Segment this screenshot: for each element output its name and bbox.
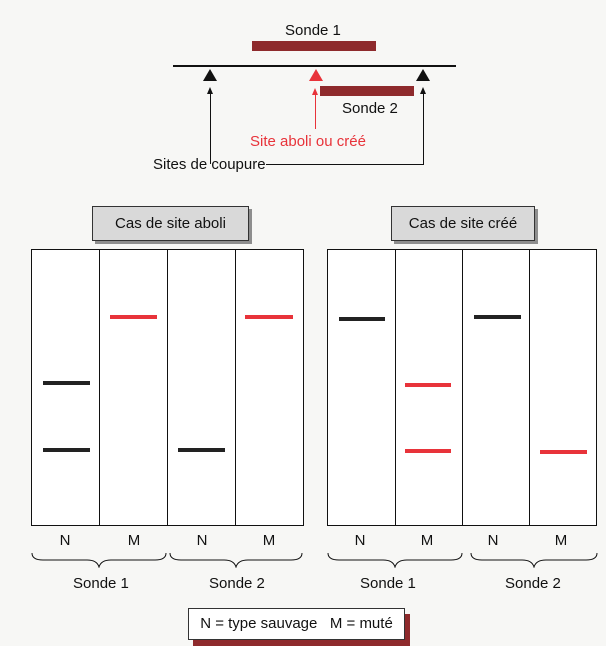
band-aboli-n1-b: [43, 448, 90, 452]
probe2-label: Sonde 2: [342, 100, 398, 117]
probe1-label: Sonde 1: [285, 22, 341, 39]
brace-right-probe2: [470, 552, 598, 568]
band-aboli-n1-a: [43, 381, 90, 385]
site-arrow-icon: [312, 88, 318, 95]
brace-left-probe2: [169, 552, 303, 568]
group-label: Sonde 2: [505, 575, 561, 592]
cut-site-right-icon: [416, 69, 430, 81]
mutated-site-icon: [309, 69, 323, 81]
lane-label: M: [127, 532, 141, 549]
band-aboli-n2: [178, 448, 225, 452]
cut-site-left-icon: [203, 69, 217, 81]
lane-label: M: [420, 532, 434, 549]
band-cree-m1-a: [405, 383, 451, 387]
band-aboli-m2: [245, 315, 293, 319]
cut-sites-label: Sites de coupure: [153, 156, 266, 173]
band-cree-n1: [339, 317, 385, 321]
probe2-bar: [320, 86, 414, 96]
cut-arrow-left-icon: [207, 87, 213, 94]
gel-cree: [327, 249, 597, 526]
lane-label: M: [554, 532, 568, 549]
group-label: Sonde 2: [209, 575, 265, 592]
lane-label: N: [487, 532, 499, 549]
brace-left-probe1: [31, 552, 167, 568]
dna-line: [173, 65, 456, 67]
brace-right-probe1: [327, 552, 463, 568]
lane-label: N: [59, 532, 71, 549]
legend: N = type sauvage M = muté: [188, 608, 405, 640]
band-cree-m1-b: [405, 449, 451, 453]
group-label: Sonde 1: [73, 575, 129, 592]
panel-title-aboli: Cas de site aboli: [92, 206, 249, 241]
cut-arrow-right-icon: [420, 87, 426, 94]
band-cree-n2: [474, 315, 521, 319]
panel-title-cree: Cas de site créé: [391, 206, 535, 241]
gel-aboli: [31, 249, 304, 526]
group-label: Sonde 1: [360, 575, 416, 592]
band-aboli-m1: [110, 315, 157, 319]
band-cree-m2: [540, 450, 587, 454]
lane-label: M: [262, 532, 276, 549]
lane-label: N: [354, 532, 366, 549]
site-label: Site aboli ou créé: [250, 133, 366, 150]
probe1-bar: [252, 41, 376, 51]
lane-label: N: [196, 532, 208, 549]
